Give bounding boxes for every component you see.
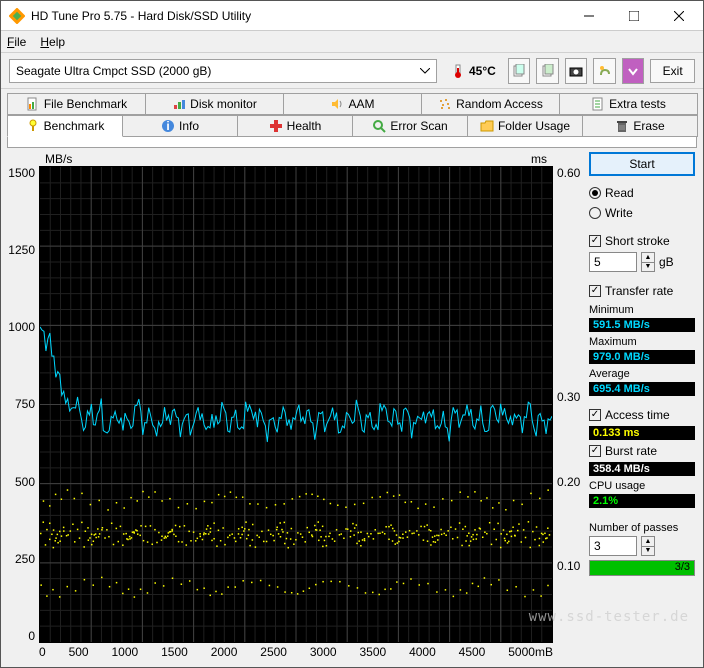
tab-info[interactable]: iInfo xyxy=(122,115,238,137)
passes-label: Number of passes xyxy=(589,522,695,534)
copy-text-button[interactable] xyxy=(536,58,559,84)
axis-labels-top: MB/s ms xyxy=(9,152,583,166)
progress-bar: 3/3 xyxy=(589,560,695,576)
maximum-value: 979.0 MB/s xyxy=(589,350,695,364)
health-icon xyxy=(269,119,283,133)
side-panel: Start Read Write ✓Short stroke 5 ▲▼ gB ✓… xyxy=(589,152,695,659)
short-stroke-input[interactable]: 5 xyxy=(589,252,637,272)
tab-error-scan[interactable]: Error Scan xyxy=(352,115,468,137)
minimize-button[interactable] xyxy=(566,1,611,30)
y-axis-left: 1500125010007505002500 xyxy=(9,166,39,643)
tab-benchmark[interactable]: Benchmark xyxy=(7,115,123,137)
file-benchmark-icon xyxy=(26,97,40,111)
radio-write[interactable]: Write xyxy=(589,204,695,222)
disk-monitor-icon xyxy=(172,97,186,111)
tab-health[interactable]: Health xyxy=(237,115,353,137)
temperature-value: 45°C xyxy=(469,64,496,78)
average-label: Average xyxy=(589,368,695,380)
erase-icon xyxy=(615,119,629,133)
copy-info-button[interactable] xyxy=(508,58,531,84)
close-button[interactable] xyxy=(656,1,701,30)
radio-icon xyxy=(589,187,601,199)
check-icon: ✓ xyxy=(589,235,601,247)
access-time-value: 0.133 ms xyxy=(589,426,695,440)
check-transfer-rate[interactable]: ✓Transfer rate xyxy=(589,282,695,300)
tab-folder-usage[interactable]: Folder Usage xyxy=(467,115,583,137)
exit-button[interactable]: Exit xyxy=(650,59,695,83)
thermometer-icon xyxy=(451,64,465,78)
maximum-label: Maximum xyxy=(589,336,695,348)
tab-random-access[interactable]: Random Access xyxy=(421,93,560,115)
y-axis-right: 0.600.300.200.10 xyxy=(553,166,583,643)
aam-icon xyxy=(330,97,344,111)
menubar: File Help xyxy=(1,31,703,53)
app-icon xyxy=(9,8,25,24)
tab-extra-tests[interactable]: Extra tests xyxy=(559,93,698,115)
tabs: File Benchmark Disk monitor AAM Random A… xyxy=(1,89,703,148)
menu-help[interactable]: Help xyxy=(40,35,65,49)
cpu-label: CPU usage xyxy=(589,480,695,492)
maximize-button[interactable] xyxy=(611,1,656,30)
tab-disk-monitor[interactable]: Disk monitor xyxy=(145,93,284,115)
main-area: MB/s ms 1500125010007505002500 0.600.300… xyxy=(1,148,703,667)
error-scan-icon xyxy=(372,119,386,133)
chart-zone: MB/s ms 1500125010007505002500 0.600.300… xyxy=(9,152,583,659)
drive-select-text: Seagate Ultra Cmpct SSD (2000 gB) xyxy=(16,64,211,78)
menu-file[interactable]: File xyxy=(7,35,26,49)
window-title: HD Tune Pro 5.75 - Hard Disk/SSD Utility xyxy=(31,9,566,23)
benchmark-icon xyxy=(26,119,40,133)
tab-aam[interactable]: AAM xyxy=(283,93,422,115)
minimum-value: 591.5 MB/s xyxy=(589,318,695,332)
tab-row-top: File Benchmark Disk monitor AAM Random A… xyxy=(7,93,697,115)
tab-row-bottom: Benchmark iInfo Health Error Scan Folder… xyxy=(7,115,697,137)
short-stroke-value: 5 ▲▼ gB xyxy=(589,252,695,272)
app-window: HD Tune Pro 5.75 - Hard Disk/SSD Utility… xyxy=(0,0,704,668)
spin-buttons[interactable]: ▲▼ xyxy=(641,536,655,556)
save-button[interactable] xyxy=(593,58,616,84)
check-access-time[interactable]: ✓Access time xyxy=(589,406,695,424)
benchmark-chart xyxy=(39,166,553,643)
check-icon: ✓ xyxy=(589,445,601,457)
spin-buttons[interactable]: ▲▼ xyxy=(641,252,655,272)
check-icon: ✓ xyxy=(589,285,601,297)
info-icon: i xyxy=(161,119,175,133)
radio-read[interactable]: Read xyxy=(589,184,695,202)
folder-icon xyxy=(480,119,494,133)
short-stroke-unit: gB xyxy=(659,255,674,269)
check-icon: ✓ xyxy=(589,409,601,421)
start-button[interactable]: Start xyxy=(589,152,695,176)
average-value: 695.4 MB/s xyxy=(589,382,695,396)
random-access-icon xyxy=(438,97,452,111)
watermark: www.ssd-tester.de xyxy=(529,609,689,625)
check-burst-rate[interactable]: ✓Burst rate xyxy=(589,442,695,460)
passes-value: 3 ▲▼ xyxy=(589,536,695,556)
tab-file-benchmark[interactable]: File Benchmark xyxy=(7,93,146,115)
titlebar: HD Tune Pro 5.75 - Hard Disk/SSD Utility xyxy=(1,1,703,31)
toolbar: Seagate Ultra Cmpct SSD (2000 gB) 45°C E… xyxy=(1,53,703,89)
progress-text: 3/3 xyxy=(675,561,690,573)
options-button[interactable] xyxy=(622,58,645,84)
check-short-stroke[interactable]: ✓Short stroke xyxy=(589,232,695,250)
drive-select[interactable]: Seagate Ultra Cmpct SSD (2000 gB) xyxy=(9,59,437,83)
screenshot-button[interactable] xyxy=(565,58,588,84)
x-axis: 0500100015002000250030003500400045005000… xyxy=(9,643,583,659)
temperature: 45°C xyxy=(451,64,496,78)
y-left-unit: MB/s xyxy=(39,152,531,166)
minimum-label: Minimum xyxy=(589,304,695,316)
burst-rate-value: 358.4 MB/s xyxy=(589,462,695,476)
passes-input[interactable]: 3 xyxy=(589,536,637,556)
svg-text:i: i xyxy=(166,119,169,133)
y-right-unit: ms xyxy=(531,152,553,166)
radio-icon xyxy=(589,207,601,219)
tab-erase[interactable]: Erase xyxy=(582,115,698,137)
chevron-down-icon xyxy=(420,68,430,74)
extra-tests-icon xyxy=(591,97,605,111)
cpu-value: 2.1% xyxy=(589,494,695,508)
